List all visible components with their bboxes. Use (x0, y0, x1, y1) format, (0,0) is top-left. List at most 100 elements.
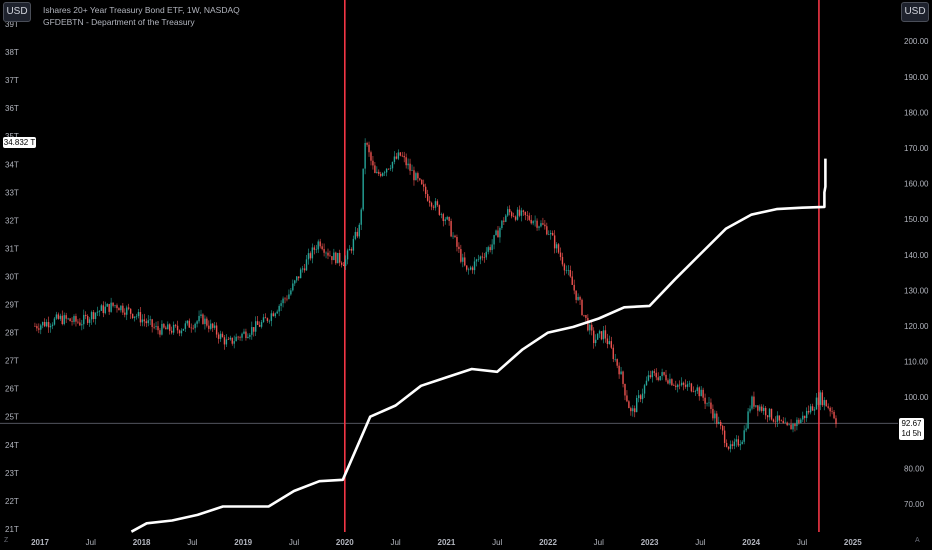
right-currency-button[interactable]: USD (901, 2, 929, 22)
candle-body (602, 330, 605, 340)
candle-body (163, 323, 165, 328)
candle-body (57, 314, 60, 319)
candle-body (434, 201, 437, 208)
candle-body (807, 410, 810, 413)
candle-body (737, 439, 740, 446)
candle-body (239, 337, 241, 338)
candle-body (503, 220, 505, 222)
candle-body (688, 383, 691, 385)
candle-body (626, 395, 628, 402)
candle-body (678, 384, 681, 386)
candle-body (835, 418, 837, 425)
candle-body (88, 319, 91, 323)
candle-body (59, 315, 62, 319)
candle-body (303, 268, 306, 271)
candle-body (464, 257, 466, 266)
candle-body (477, 259, 480, 260)
left-tick-label: 33T (5, 188, 19, 197)
candle-body (671, 379, 673, 386)
candle-body (509, 209, 511, 213)
debt-line (130, 158, 827, 533)
candle-body (69, 318, 71, 322)
candle-body (100, 305, 103, 311)
candle-body (669, 379, 671, 384)
candle-body (788, 424, 790, 426)
left-tick-label: 30T (5, 272, 19, 281)
candle-body (593, 330, 595, 344)
candle-body (321, 246, 323, 250)
candle-body (284, 298, 286, 300)
x-tick-label: 2017 (31, 538, 49, 547)
candle-body (743, 430, 745, 442)
candle-body (376, 171, 378, 173)
right-tick-label: 180.00 (904, 108, 929, 117)
candle-body (753, 396, 755, 407)
candle-body (221, 333, 224, 338)
candle-body (297, 276, 300, 279)
candle-body (143, 319, 146, 322)
candle-body (473, 261, 476, 271)
candle-body (145, 321, 147, 324)
candle-body (456, 237, 458, 247)
candle-body (354, 231, 357, 239)
candle-body (405, 157, 407, 166)
candle-body (720, 421, 722, 426)
candle-body (262, 317, 265, 323)
candle-body (634, 408, 636, 413)
candle-body (36, 326, 38, 329)
candle-body (618, 365, 620, 375)
candle-body (161, 323, 163, 335)
candle-body (643, 385, 646, 394)
candle-body (51, 324, 54, 326)
candle-body (266, 318, 269, 321)
candle-body (292, 283, 294, 291)
candle-body (327, 252, 329, 256)
candle-body (430, 202, 433, 207)
candle-body (616, 359, 618, 366)
candle-body (811, 406, 814, 411)
candle-body (534, 220, 536, 222)
candle-body (79, 322, 81, 326)
right-tick-label: 200.00 (904, 37, 929, 46)
candle-body (782, 420, 784, 424)
candle-body (663, 372, 665, 375)
candle-body (411, 170, 413, 171)
candle-body (153, 326, 155, 328)
candle-body (673, 385, 675, 386)
candle-body (497, 230, 499, 238)
candle-body (735, 439, 738, 442)
candle-body (340, 262, 343, 265)
candle-body (460, 249, 462, 262)
candle-body (454, 235, 456, 238)
left-currency-button[interactable]: USD (3, 2, 31, 22)
candle-body (704, 397, 706, 404)
candle-body (639, 395, 642, 400)
right-tick-label: 160.00 (904, 180, 929, 189)
candle-body (716, 413, 718, 424)
candle-body (516, 209, 519, 220)
candle-body (389, 168, 392, 169)
left-tick-label: 25T (5, 413, 19, 422)
candle-body (272, 313, 274, 317)
candle-body (423, 184, 425, 187)
x-tick-label: Jul (695, 538, 705, 547)
candle-body (339, 252, 341, 263)
candle-body (667, 380, 669, 384)
candle-body (184, 323, 187, 329)
candle-body (335, 252, 337, 264)
log-scale-toggle[interactable]: Z (4, 537, 9, 544)
price-countdown: 1d 5h (901, 429, 922, 438)
candle-body (368, 144, 370, 153)
candle-body (698, 387, 700, 397)
candle-body (135, 316, 138, 317)
candle-body (122, 305, 124, 313)
candle-body (563, 264, 566, 271)
candle-body (139, 312, 142, 323)
price-value: 92.67 (901, 419, 922, 428)
candle-body (448, 216, 450, 222)
candle-body (112, 302, 114, 306)
auto-scale-toggle[interactable]: A (915, 537, 920, 544)
candle-body (637, 395, 640, 398)
candle-body (245, 331, 247, 338)
